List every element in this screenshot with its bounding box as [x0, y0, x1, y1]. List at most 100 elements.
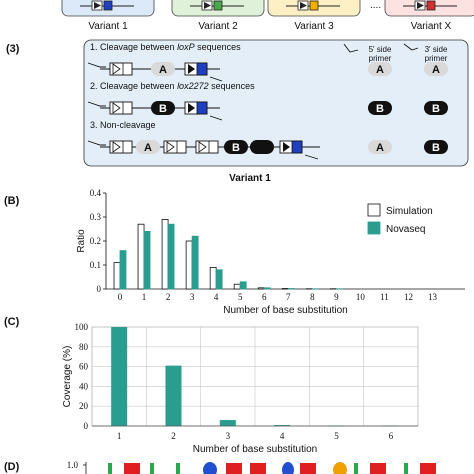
x-tick-label: 11 [380, 292, 389, 302]
logo-letter [333, 462, 347, 474]
x-tick-label: 1 [117, 431, 122, 441]
logo-letter [176, 463, 180, 474]
variant-mark [213, 0, 223, 11]
bar-novaseq [263, 287, 271, 290]
lox-arrow-icon [112, 102, 121, 114]
logo-letter [150, 463, 154, 474]
lox-arrow-icon [198, 141, 207, 153]
pill-letter: A [159, 64, 167, 76]
variant-mark [103, 0, 113, 11]
primer-arrow-icon [87, 140, 106, 146]
primer-arrow-icon [209, 76, 223, 82]
lox-arrow-icon [112, 141, 121, 153]
x-tick-label: 0 [118, 292, 123, 302]
lox-arrow-icon [112, 63, 121, 75]
panel-3-label: (3) [6, 43, 20, 55]
variant-label: Variant 2 [198, 21, 238, 32]
primer-pill [424, 62, 448, 76]
bar-simulation [113, 262, 121, 290]
x-tick-label: 10 [356, 292, 366, 302]
bar-simulation [185, 240, 193, 290]
lox-arrow-icon [94, 2, 101, 9]
variant-label: Variant 1 [88, 21, 128, 32]
primer-arrow-icon [87, 101, 106, 107]
y-tick-label: 100 [75, 322, 89, 332]
x-tick-label: 1 [142, 292, 147, 302]
y-tick-label: 0.4 [90, 188, 102, 198]
logo-letter [250, 463, 266, 474]
y-tick-label: 20 [79, 401, 89, 411]
logo-letter [404, 463, 408, 474]
logo-letter [108, 463, 112, 474]
x-tick-label: 7 [286, 292, 291, 302]
primer-pill [368, 62, 392, 76]
logo-letter [282, 462, 294, 474]
bar-novaseq [143, 230, 151, 290]
primer-pill [250, 140, 274, 154]
row-title: 1. Cleavage between loxP sequences [90, 42, 241, 52]
y-axis-label: Coverage (%) [62, 346, 73, 408]
x-tick-label: 2 [171, 431, 176, 441]
pill-letter: B [432, 103, 440, 115]
panel-c-label: (C) [4, 316, 20, 328]
legend-label: Novaseq [386, 224, 425, 235]
x-tick-label: 3 [190, 292, 195, 302]
primer-pill [424, 140, 448, 154]
bar-novaseq [119, 250, 127, 290]
bar-coverage [274, 425, 291, 426]
pill-letter: B [432, 142, 440, 154]
bar-coverage [165, 365, 182, 426]
pill-letter: A [376, 142, 384, 154]
primer-arrow-icon [87, 62, 106, 68]
header-3prime: 3' side [425, 45, 448, 54]
x-tick-label: 6 [389, 431, 394, 441]
y-tick-label: 40 [79, 381, 89, 391]
legend-label: Simulation [386, 206, 433, 217]
x-tick-label: 5 [238, 292, 243, 302]
primer-arrow-icon [343, 43, 359, 53]
lox-arrow-icon [188, 103, 195, 113]
x-tick-label: 8 [310, 292, 315, 302]
legend-swatch [367, 203, 381, 217]
panel-b-label: (B) [4, 195, 20, 207]
header-3prime: primer [425, 54, 448, 63]
pill-letter: B [232, 142, 240, 154]
panel-d-label: (D) [4, 461, 20, 473]
panel-3-caption: Variant 1 [229, 173, 271, 184]
primer-pill [136, 140, 160, 154]
variant-label: Variant X [411, 21, 452, 32]
logo-letter [300, 463, 316, 474]
pill-letter: B [376, 103, 384, 115]
y-tick-label: 60 [79, 362, 89, 372]
bar-novaseq [239, 281, 247, 290]
y-tick-label: 1.0 [67, 460, 79, 470]
logo-letter [226, 463, 242, 474]
row-title: 3. Non-cleavage [90, 120, 156, 130]
pill-letter: A [144, 142, 152, 154]
y-tick-label: 80 [79, 342, 89, 352]
x-tick-label: 3 [226, 431, 231, 441]
x-tick-label: 9 [334, 292, 339, 302]
bar-novaseq [167, 223, 175, 290]
logo-letter [203, 462, 217, 474]
bar-coverage [219, 420, 236, 426]
y-tick-label: 0 [97, 284, 102, 294]
logo-letter [354, 463, 358, 474]
x-tick-label: 2 [166, 292, 171, 302]
lox-arrow-icon [300, 2, 307, 9]
header-5prime: 5' side [369, 45, 392, 54]
primer-pill [368, 101, 392, 115]
bar-simulation [233, 283, 241, 290]
primer-arrow-icon [304, 154, 319, 160]
lox-arrow-icon [417, 2, 424, 9]
variant-label: Variant 3 [294, 21, 334, 32]
primer-pill [368, 140, 392, 154]
variant-mark [196, 62, 208, 76]
lox-arrow-icon [166, 141, 175, 153]
lox-arrow-icon [204, 2, 211, 9]
x-tick-label: 13 [428, 292, 438, 302]
logo-letter [124, 463, 140, 474]
y-tick-label: 0.1 [90, 260, 101, 270]
logo-letter [370, 463, 386, 474]
